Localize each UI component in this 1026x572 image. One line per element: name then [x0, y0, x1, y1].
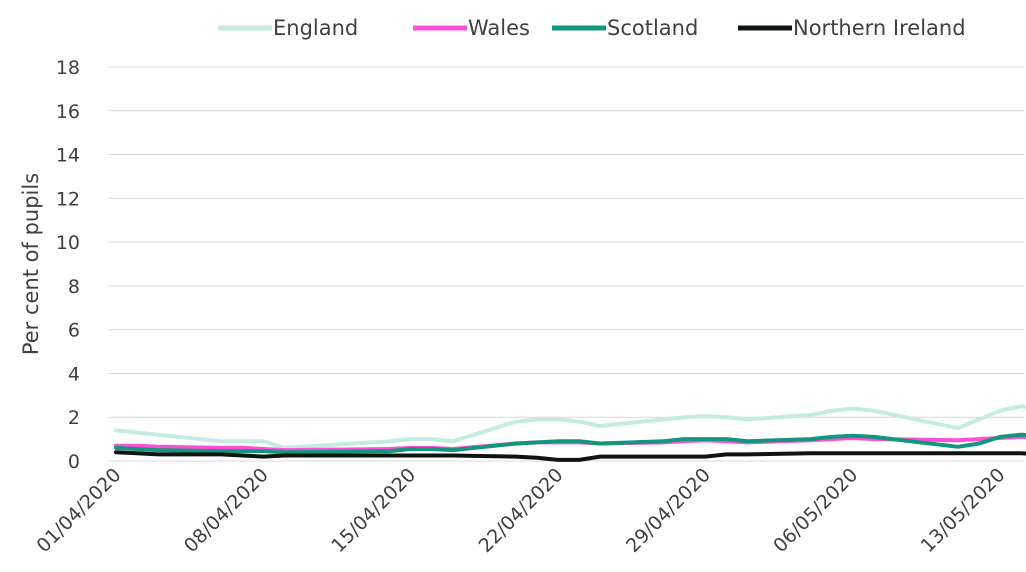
x-tick-label: 06/05/2020: [769, 464, 862, 557]
y-tick-label: 18: [56, 57, 80, 79]
x-tick-label: 13/05/2020: [917, 464, 1010, 557]
y-tick-label: 4: [68, 363, 80, 385]
y-tick-label: 2: [68, 407, 80, 429]
y-axis-label: Per cent of pupils: [19, 173, 43, 355]
y-tick-label: 10: [56, 232, 80, 254]
series-line-england: [114, 404, 1026, 450]
series-line-scotland: [114, 432, 1026, 455]
legend-label: Scotland: [607, 16, 698, 40]
y-tick-label: 16: [56, 101, 80, 123]
y-tick-label: 14: [56, 145, 80, 167]
x-tick-label: 15/04/2020: [327, 464, 420, 557]
legend-label: England: [273, 16, 358, 40]
x-tick-label: 29/04/2020: [622, 464, 715, 557]
x-axis-tick-labels: 01/04/2020 08/04/2020 15/04/2020 22/04/2020…: [33, 464, 1010, 557]
x-tick-label: 01/04/2020: [33, 464, 126, 557]
series-line-northern-ireland: [114, 450, 1026, 462]
y-tick-label: 6: [68, 320, 80, 342]
legend-label: Wales: [468, 16, 530, 40]
y-tick-label: 12: [56, 188, 80, 210]
legend-label: Northern Ireland: [793, 16, 966, 40]
series-lines: [114, 404, 1026, 462]
y-tick-label: 0: [68, 451, 80, 473]
legend: England Wales Scotland Northern Ireland: [218, 16, 966, 40]
y-tick-label: 8: [68, 276, 80, 298]
series-line-wales: [114, 434, 1026, 453]
y-axis-tick-labels: 0 2 4 6 8 10 12 14 16 18: [56, 57, 80, 473]
gridlines: [108, 66, 1024, 462]
x-tick-label: 08/04/2020: [180, 464, 273, 557]
x-tick-label: 22/04/2020: [475, 464, 568, 557]
